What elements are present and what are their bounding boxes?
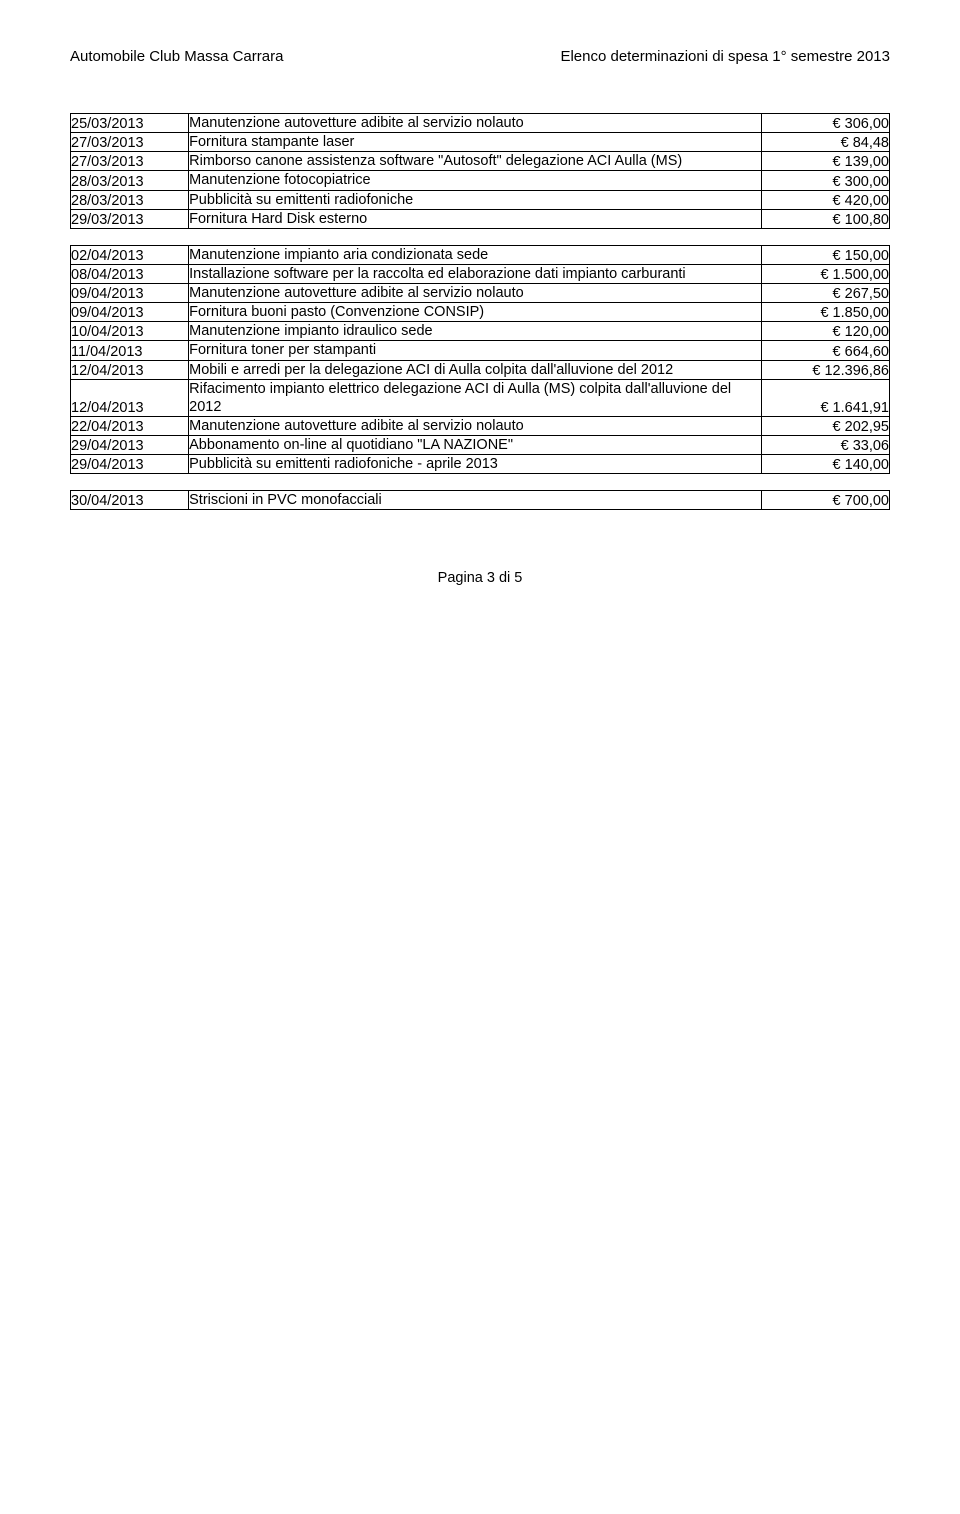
amount-cell: € 306,00 xyxy=(761,114,889,133)
amount-cell: € 1.850,00 xyxy=(761,303,889,322)
page-header: Automobile Club Massa Carrara Elenco det… xyxy=(70,48,890,65)
date-cell: 22/04/2013 xyxy=(71,416,189,435)
amount-cell: € 150,00 xyxy=(761,245,889,264)
description-cell: Fornitura toner per stampanti xyxy=(189,341,762,360)
date-cell: 11/04/2013 xyxy=(71,341,189,360)
amount-cell: € 139,00 xyxy=(761,152,889,171)
page-footer: Pagina 3 di 5 xyxy=(70,570,890,586)
table-row: 12/04/2013Rifacimento impianto elettrico… xyxy=(71,379,890,416)
description-cell: Fornitura Hard Disk esterno xyxy=(189,209,762,228)
description-cell: Manutenzione impianto aria condizionata … xyxy=(189,245,762,264)
date-cell: 12/04/2013 xyxy=(71,360,189,379)
description-cell: Fornitura stampante laser xyxy=(189,133,762,152)
page: Automobile Club Massa Carrara Elenco det… xyxy=(0,0,960,626)
table-row: 29/04/2013Abbonamento on-line al quotidi… xyxy=(71,436,890,455)
description-cell: Manutenzione autovetture adibite al serv… xyxy=(189,416,762,435)
expense-group: 02/04/2013Manutenzione impianto aria con… xyxy=(70,245,890,475)
description-cell: Manutenzione autovetture adibite al serv… xyxy=(189,114,762,133)
description-cell: Manutenzione impianto idraulico sede xyxy=(189,322,762,341)
table-row: 10/04/2013Manutenzione impianto idraulic… xyxy=(71,322,890,341)
description-cell: Striscioni in PVC monofacciali xyxy=(189,491,762,510)
date-cell: 29/04/2013 xyxy=(71,436,189,455)
date-cell: 30/04/2013 xyxy=(71,491,189,510)
description-cell: Rifacimento impianto elettrico delegazio… xyxy=(189,379,762,416)
date-cell: 09/04/2013 xyxy=(71,303,189,322)
amount-cell: € 420,00 xyxy=(761,190,889,209)
table-row: 12/04/2013Mobili e arredi per la delegaz… xyxy=(71,360,890,379)
amount-cell: € 1.641,91 xyxy=(761,379,889,416)
amount-cell: € 202,95 xyxy=(761,416,889,435)
table-row: 11/04/2013Fornitura toner per stampanti€… xyxy=(71,341,890,360)
table-row: 30/04/2013Striscioni in PVC monofacciali… xyxy=(71,491,890,510)
table-row: 27/03/2013Fornitura stampante laser€ 84,… xyxy=(71,133,890,152)
amount-cell: € 300,00 xyxy=(761,171,889,190)
date-cell: 27/03/2013 xyxy=(71,152,189,171)
description-cell: Pubblicità su emittenti radiofoniche - a… xyxy=(189,455,762,474)
table-row: 29/04/2013Pubblicità su emittenti radiof… xyxy=(71,455,890,474)
table-row: 27/03/2013Rimborso canone assistenza sof… xyxy=(71,152,890,171)
description-cell: Abbonamento on-line al quotidiano "LA NA… xyxy=(189,436,762,455)
description-cell: Mobili e arredi per la delegazione ACI d… xyxy=(189,360,762,379)
table-row: 28/03/2013Pubblicità su emittenti radiof… xyxy=(71,190,890,209)
amount-cell: € 100,80 xyxy=(761,209,889,228)
date-cell: 29/04/2013 xyxy=(71,455,189,474)
description-cell: Manutenzione autovetture adibite al serv… xyxy=(189,284,762,303)
date-cell: 29/03/2013 xyxy=(71,209,189,228)
header-left: Automobile Club Massa Carrara xyxy=(70,48,283,65)
table-row: 25/03/2013Manutenzione autovetture adibi… xyxy=(71,114,890,133)
date-cell: 27/03/2013 xyxy=(71,133,189,152)
amount-cell: € 1.500,00 xyxy=(761,264,889,283)
header-right: Elenco determinazioni di spesa 1° semest… xyxy=(560,48,890,65)
table-row: 28/03/2013Manutenzione fotocopiatrice€ 3… xyxy=(71,171,890,190)
date-cell: 09/04/2013 xyxy=(71,284,189,303)
table-row: 08/04/2013Installazione software per la … xyxy=(71,264,890,283)
amount-cell: € 12.396,86 xyxy=(761,360,889,379)
amount-cell: € 267,50 xyxy=(761,284,889,303)
table-row: 29/03/2013Fornitura Hard Disk esterno€ 1… xyxy=(71,209,890,228)
description-cell: Pubblicità su emittenti radiofoniche xyxy=(189,190,762,209)
description-cell: Installazione software per la raccolta e… xyxy=(189,264,762,283)
date-cell: 25/03/2013 xyxy=(71,114,189,133)
amount-cell: € 700,00 xyxy=(761,491,889,510)
description-cell: Rimborso canone assistenza software "Aut… xyxy=(189,152,762,171)
date-cell: 02/04/2013 xyxy=(71,245,189,264)
table-row: 09/04/2013Fornitura buoni pasto (Convenz… xyxy=(71,303,890,322)
description-cell: Manutenzione fotocopiatrice xyxy=(189,171,762,190)
tables-container: 25/03/2013Manutenzione autovetture adibi… xyxy=(70,113,890,510)
table-row: 22/04/2013Manutenzione autovetture adibi… xyxy=(71,416,890,435)
description-cell: Fornitura buoni pasto (Convenzione CONSI… xyxy=(189,303,762,322)
amount-cell: € 120,00 xyxy=(761,322,889,341)
date-cell: 10/04/2013 xyxy=(71,322,189,341)
expense-group: 30/04/2013Striscioni in PVC monofacciali… xyxy=(70,490,890,510)
date-cell: 28/03/2013 xyxy=(71,171,189,190)
expense-group: 25/03/2013Manutenzione autovetture adibi… xyxy=(70,113,890,229)
date-cell: 28/03/2013 xyxy=(71,190,189,209)
amount-cell: € 140,00 xyxy=(761,455,889,474)
amount-cell: € 33,06 xyxy=(761,436,889,455)
table-row: 09/04/2013Manutenzione autovetture adibi… xyxy=(71,284,890,303)
table-row: 02/04/2013Manutenzione impianto aria con… xyxy=(71,245,890,264)
date-cell: 12/04/2013 xyxy=(71,379,189,416)
amount-cell: € 664,60 xyxy=(761,341,889,360)
date-cell: 08/04/2013 xyxy=(71,264,189,283)
amount-cell: € 84,48 xyxy=(761,133,889,152)
